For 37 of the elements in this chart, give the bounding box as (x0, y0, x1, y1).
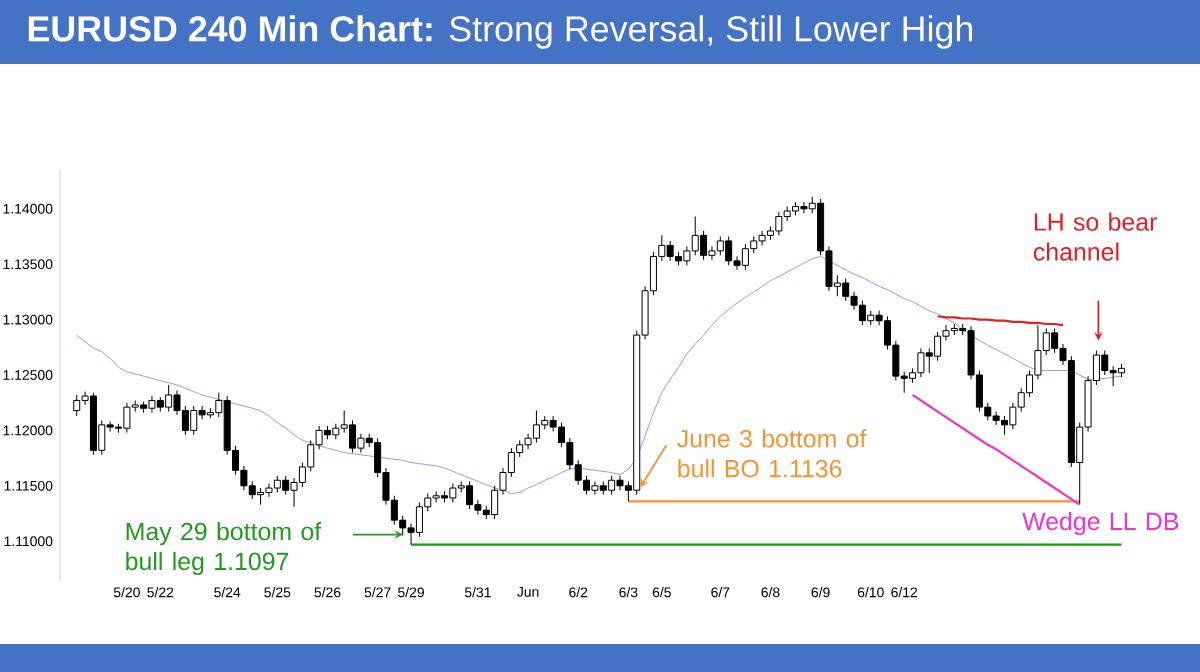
candlestick (123, 402, 131, 434)
candlestick (532, 409, 540, 444)
candlestick (415, 501, 423, 538)
candlestick (917, 347, 925, 378)
candlestick (591, 480, 599, 496)
candlestick (666, 240, 674, 262)
candlestick (282, 475, 290, 496)
candlestick (190, 405, 198, 436)
candlestick (741, 243, 749, 271)
candlestick (349, 419, 357, 454)
annotation: June 3 bottom of bull BO 1.1136 (677, 429, 867, 478)
candlestick (700, 230, 708, 261)
candlestick (775, 211, 783, 236)
annotation: May 29 bottom of bull leg 1.1097 (126, 521, 322, 576)
candlestick (608, 475, 616, 496)
candlestick (165, 384, 173, 413)
candlestick (716, 235, 724, 256)
candlestick (449, 483, 457, 503)
candlestick (842, 278, 850, 302)
candlestick (691, 216, 699, 256)
candlestick (992, 411, 1000, 426)
candlestick (758, 230, 766, 246)
candlestick (265, 483, 273, 498)
candlestick (148, 395, 156, 414)
chart-title: EURUSD 240 Min Chart: Strong Reversal, Still Lower High (28, 15, 973, 49)
candlestick (73, 394, 81, 417)
candlestick (934, 331, 942, 362)
candlestick (466, 480, 474, 510)
candlestick (1051, 327, 1059, 354)
candlestick (725, 235, 733, 266)
annotation: Wedge LL DB (1022, 511, 1179, 536)
candlestick (616, 475, 624, 491)
candlestick (858, 300, 866, 326)
candlestick (432, 490, 440, 503)
annotation: LH so bear channel (1033, 212, 1157, 261)
candlestick (800, 201, 808, 214)
candlestick (1101, 350, 1109, 376)
